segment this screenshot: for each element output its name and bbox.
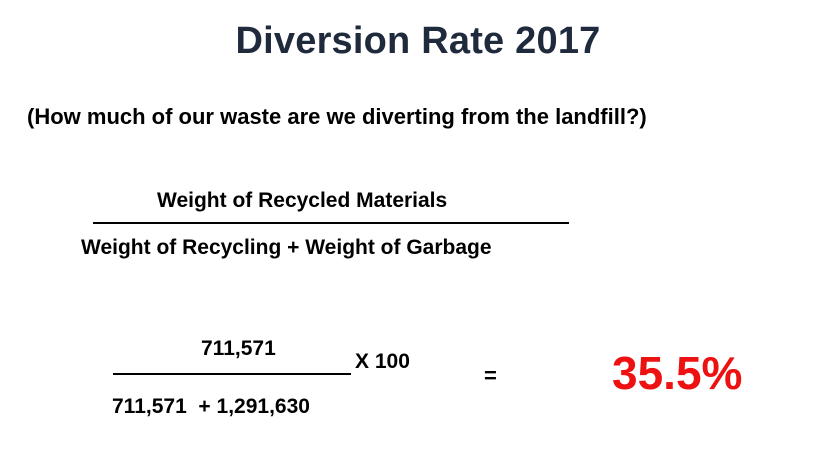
diversion-rate-result: 35.5% — [612, 347, 743, 399]
slide-title: Diversion Rate 2017 — [235, 20, 601, 62]
formula-fraction-bar — [93, 222, 569, 224]
formula-denominator: Weight of Recycling + Weight of Garbage — [81, 236, 492, 259]
slide-subtitle: (How much of our waste are we diverting … — [27, 104, 647, 129]
calculation-numerator: 711,571 — [201, 337, 276, 360]
calculation-denominator: 711,571 + 1,291,630 — [112, 395, 310, 418]
calculation-fraction-bar — [113, 373, 351, 375]
equals-sign: = — [484, 363, 497, 388]
calculation-multiplier: X 100 — [355, 350, 410, 373]
formula-numerator: Weight of Recycled Materials — [157, 189, 448, 212]
